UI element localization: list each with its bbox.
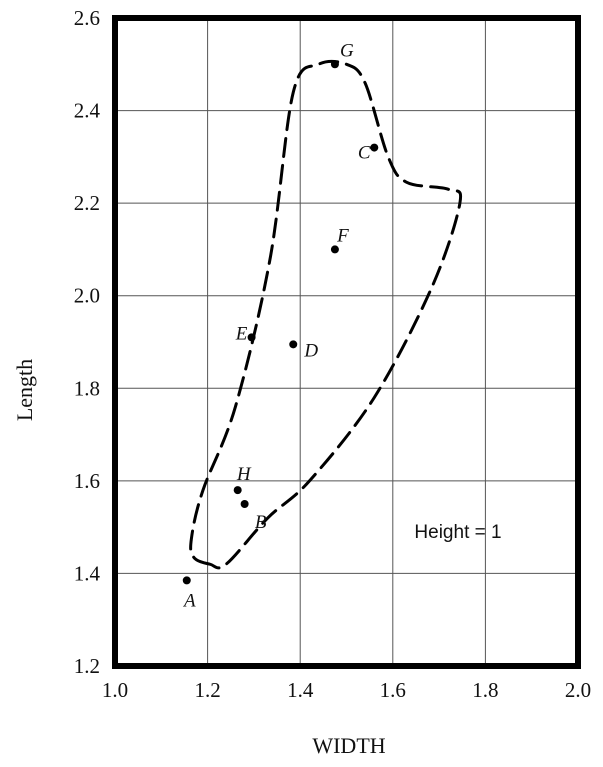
x-tick-label: 1.6: [380, 678, 406, 702]
y-tick-label: 1.8: [74, 376, 100, 400]
grid-layer: [114, 17, 579, 667]
y-tick-label: 2.4: [74, 99, 101, 123]
y-tick-label: 1.4: [74, 561, 101, 585]
y-tick-label: 2.6: [74, 6, 100, 30]
point-H: [233, 486, 242, 495]
point-label-G: G: [340, 40, 354, 61]
point-label-D: D: [303, 340, 318, 361]
x-tick-labels: 1.0 1.2 1.4 1.6 1.8 2.0: [102, 678, 591, 702]
boundary-layer: [189, 59, 463, 570]
point-label-B: B: [255, 512, 267, 533]
plot-frame: [112, 15, 581, 669]
points-layer: A B C D E F G H: [182, 40, 379, 611]
point-label-A: A: [182, 590, 196, 611]
point-C: [370, 143, 379, 152]
point-label-F: F: [336, 225, 349, 246]
x-tick-label: 1.8: [472, 678, 498, 702]
height-annotation: Height = 1: [414, 522, 501, 543]
x-tick-label: 1.2: [194, 678, 220, 702]
point-D: [289, 340, 298, 349]
point-B: [240, 500, 249, 508]
point-label-E: E: [235, 323, 248, 344]
y-axis-title: Length: [12, 359, 37, 421]
x-tick-label: 1.4: [287, 678, 314, 702]
y-tick-label: 2.0: [74, 284, 100, 308]
x-axis-title: WIDTH: [312, 733, 385, 758]
point-label-C: C: [358, 143, 371, 164]
y-tick-label: 1.2: [74, 654, 100, 678]
x-tick-label: 1.0: [102, 678, 128, 702]
boundary-dashed-curve: [189, 59, 463, 570]
x-tick-label: 2.0: [565, 678, 591, 702]
point-G: [330, 60, 339, 69]
y-tick-label: 2.2: [74, 191, 100, 215]
point-E: [247, 333, 256, 342]
y-tick-labels: 1.2 1.4 1.6 1.8 2.0 2.2 2.4 2.6: [74, 6, 101, 678]
y-tick-label: 1.6: [74, 469, 100, 493]
point-F: [330, 245, 339, 254]
point-A: [182, 576, 191, 585]
point-label-H: H: [236, 464, 252, 485]
